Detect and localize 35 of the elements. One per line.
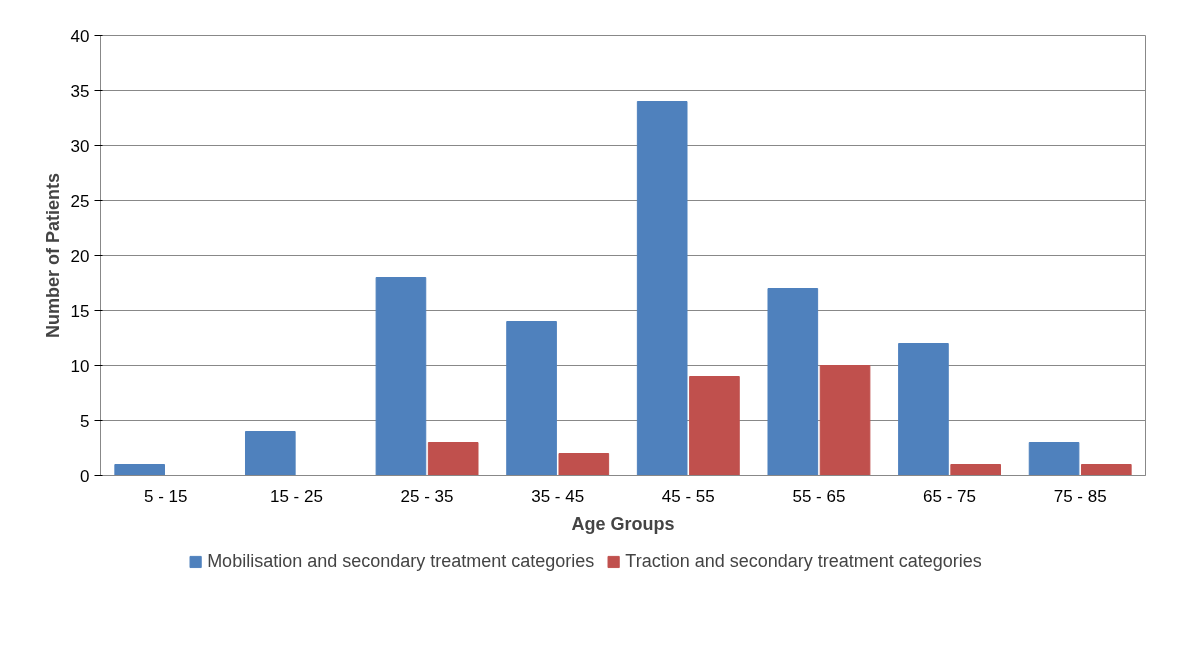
x-tick-label: 45 - 55 bbox=[661, 486, 715, 506]
x-tick-label: 75 - 85 bbox=[1053, 486, 1107, 506]
x-axis-title: Age Groups bbox=[571, 513, 675, 534]
x-tick-label: 5 - 15 bbox=[144, 486, 188, 506]
y-tick-label: 10 bbox=[70, 356, 90, 376]
y-tick-label: 25 bbox=[70, 191, 90, 211]
bar bbox=[950, 464, 1002, 476]
bar bbox=[427, 442, 479, 476]
x-tick-label: 35 - 45 bbox=[531, 486, 585, 506]
bar bbox=[636, 101, 688, 476]
y-tick-label: 15 bbox=[70, 301, 90, 321]
bar bbox=[689, 376, 740, 476]
y-tick-label: 30 bbox=[70, 136, 90, 156]
bar bbox=[819, 365, 871, 476]
y-axis-title: Number of Patients bbox=[42, 172, 63, 339]
bar bbox=[375, 277, 427, 476]
y-tick-label: 35 bbox=[70, 81, 90, 101]
x-tick-label: 15 - 25 bbox=[269, 486, 323, 506]
legend-label: Mobilisation and secondary treatment categories bbox=[207, 550, 595, 572]
bar bbox=[1080, 464, 1132, 476]
y-tick-label: 5 bbox=[80, 411, 90, 431]
bar bbox=[1028, 442, 1080, 476]
bar bbox=[506, 321, 557, 476]
y-tick-label: 40 bbox=[70, 26, 90, 46]
bar bbox=[558, 453, 610, 476]
y-tick-label: 0 bbox=[80, 466, 90, 486]
bar bbox=[114, 464, 166, 476]
y-tick-label: 20 bbox=[70, 246, 90, 266]
x-tick-label: 25 - 35 bbox=[400, 486, 454, 506]
x-tick-label: 65 - 75 bbox=[923, 486, 977, 506]
bar bbox=[244, 431, 296, 476]
bar bbox=[898, 343, 949, 476]
legend-label: Traction and secondary treatment categories bbox=[625, 550, 982, 572]
bar bbox=[767, 288, 819, 476]
x-tick-label: 55 - 65 bbox=[792, 486, 846, 506]
